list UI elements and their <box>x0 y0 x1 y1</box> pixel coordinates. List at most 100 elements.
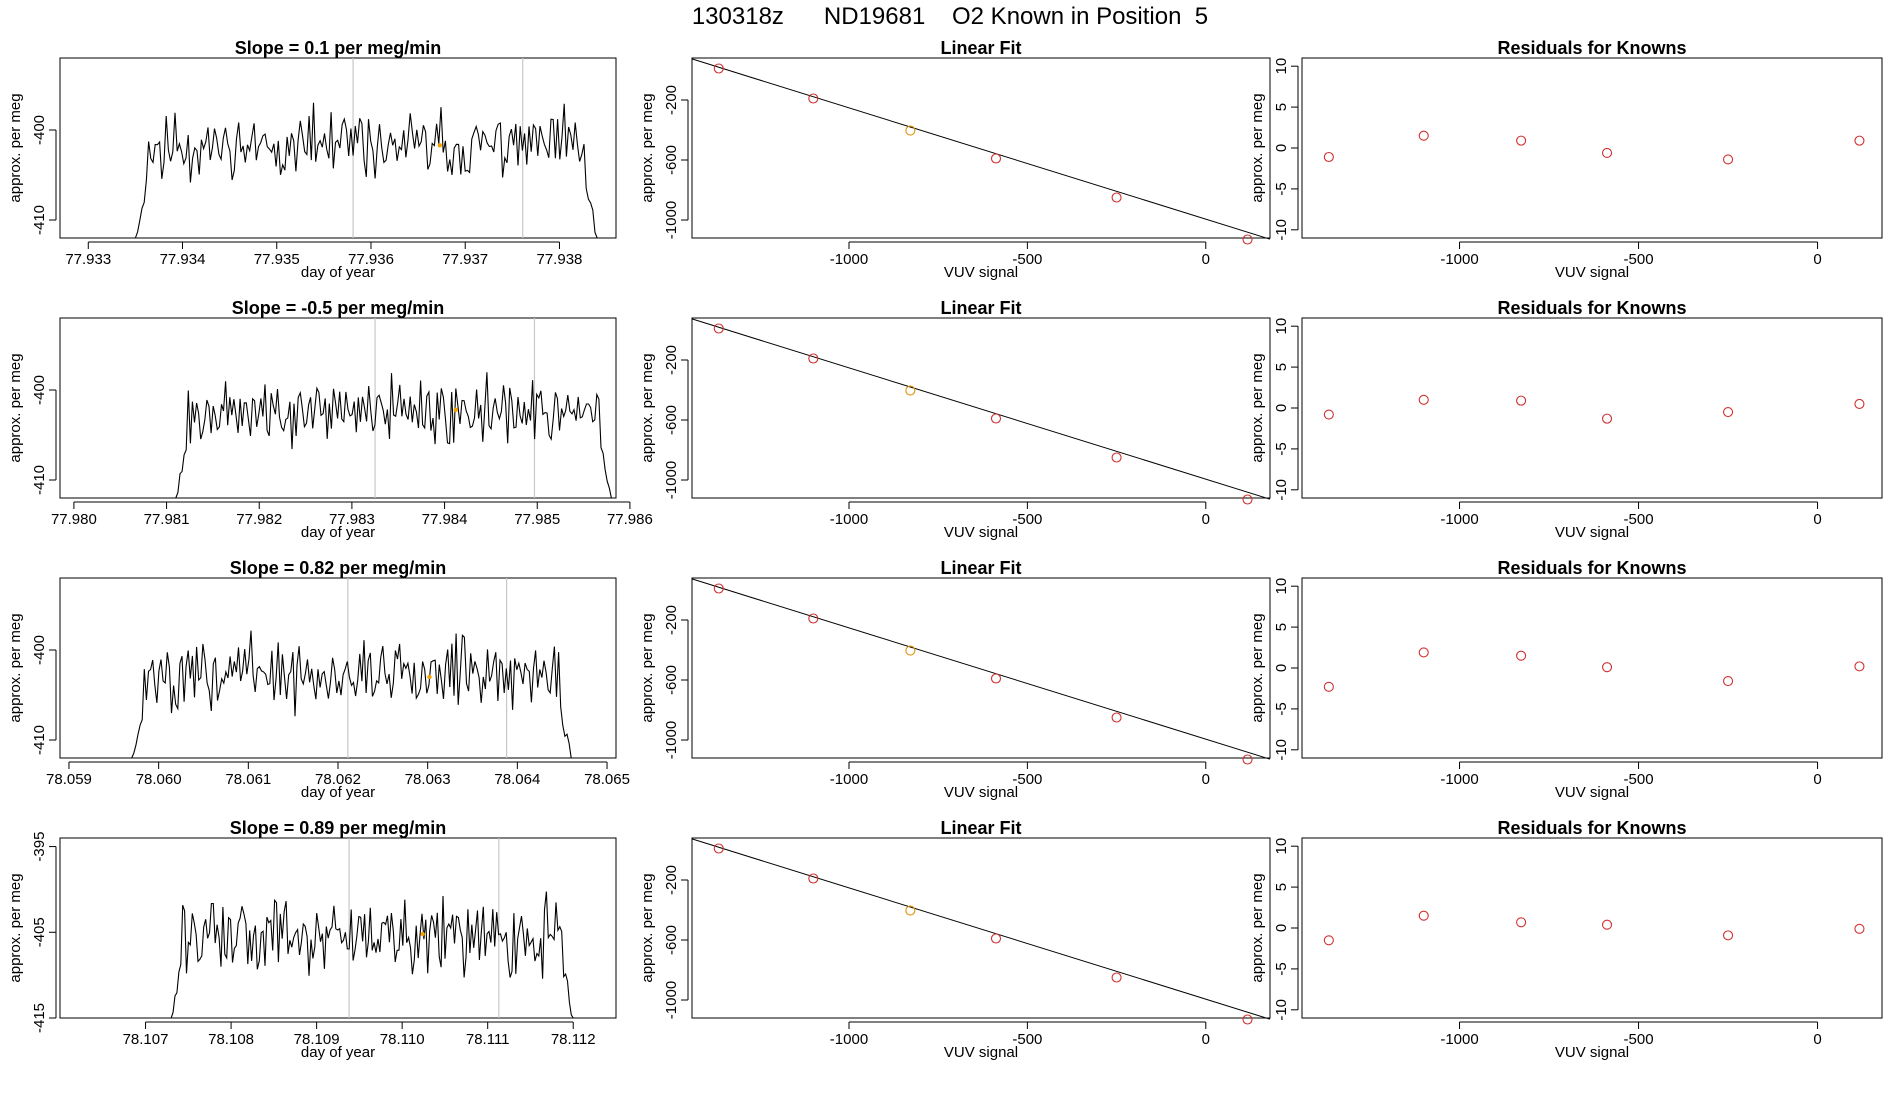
y-axis-label: approx. per meg <box>7 93 24 202</box>
data-point <box>1418 130 1429 141</box>
signal-trace <box>170 891 574 1019</box>
y-tick-label: -400 <box>31 635 48 665</box>
x-tick-label: -500 <box>1624 1031 1654 1048</box>
y-tick-label: 5 <box>1273 623 1290 631</box>
panel-2-1: Slope = -0.5 per meg/min day of year appro… <box>7 298 653 541</box>
known-marker <box>420 931 425 937</box>
x-axis-label: VUV signal <box>1555 1044 1629 1061</box>
x-tick-label: 78.107 <box>123 1031 169 1048</box>
y-axis-label: approx. per meg <box>7 873 24 982</box>
y-tick-label: -5 <box>1273 442 1290 455</box>
data-point <box>1111 972 1122 983</box>
x-axis-label: VUV signal <box>944 264 1018 281</box>
x-tick-label: 77.936 <box>348 251 394 268</box>
x-tick-label: 77.938 <box>537 251 583 268</box>
x-tick-label: 0 <box>1202 771 1210 788</box>
y-tick-label: -1000 <box>663 981 680 1019</box>
known-marker <box>437 143 442 148</box>
data-point <box>1242 234 1253 245</box>
x-axis-label: day of year <box>301 264 375 281</box>
x-tick-label: -500 <box>1624 771 1654 788</box>
data-point <box>1854 135 1865 146</box>
data-point <box>1722 676 1734 687</box>
known-data-point <box>905 905 916 916</box>
data-point <box>713 583 724 594</box>
fit-line <box>691 838 1271 1020</box>
signal-trace <box>131 630 572 759</box>
y-axis-label: approx. per meg <box>639 93 656 202</box>
data-point <box>1516 395 1527 406</box>
data-point <box>1323 681 1334 692</box>
x-tick-label: 78.061 <box>225 771 271 788</box>
data-point <box>1418 910 1429 921</box>
y-axis-label: approx. per meg <box>7 613 24 722</box>
plot-frame <box>1301 317 1883 499</box>
panel-title: Slope = 0.82 per meg/min <box>230 558 447 578</box>
y-tick-label: -5 <box>1273 182 1290 195</box>
y-tick-label: 0 <box>1273 924 1290 932</box>
data-point <box>1722 407 1734 418</box>
x-tick-label: -1000 <box>1440 1031 1478 1048</box>
x-tick-label: 77.984 <box>422 511 468 528</box>
plot-frame <box>691 57 1271 239</box>
known-marker <box>427 674 432 680</box>
data-point <box>808 353 819 364</box>
x-tick-label: 78.065 <box>584 771 630 788</box>
x-axis-label: VUV signal <box>1555 264 1629 281</box>
x-tick-label: -500 <box>1012 251 1042 268</box>
x-tick-label: 78.111 <box>466 1031 510 1048</box>
x-tick-label: -500 <box>1012 1031 1042 1048</box>
x-tick-label: -500 <box>1012 511 1042 528</box>
data-point <box>990 933 1002 944</box>
data-point <box>808 873 819 884</box>
data-point <box>1111 192 1122 203</box>
y-tick-label: -10 <box>1273 219 1290 241</box>
y-tick-label: -1000 <box>663 461 680 499</box>
y-tick-label: -405 <box>31 917 48 947</box>
y-tick-label: 5 <box>1273 103 1290 111</box>
data-point <box>1111 452 1122 463</box>
data-point <box>1601 413 1613 424</box>
data-point <box>1242 1014 1253 1025</box>
x-tick-label: 0 <box>1202 1031 1210 1048</box>
panel-title: Linear Fit <box>940 298 1021 318</box>
data-point <box>1323 409 1334 420</box>
data-point <box>990 673 1002 684</box>
panel-title: Linear Fit <box>940 818 1021 838</box>
x-tick-label: 77.986 <box>607 511 653 528</box>
panel-title: Slope = -0.5 per meg/min <box>232 298 445 318</box>
x-tick-label: 0 <box>1813 511 1821 528</box>
data-point <box>1242 494 1253 505</box>
y-tick-label: -200 <box>663 865 680 895</box>
data-point <box>1418 394 1429 405</box>
data-point <box>1854 661 1865 672</box>
y-tick-label: -415 <box>31 1003 48 1033</box>
x-tick-label: 78.064 <box>494 771 540 788</box>
y-tick-label: 10 <box>1273 578 1290 595</box>
x-axis-label: day of year <box>301 524 375 541</box>
fit-line <box>691 578 1271 760</box>
plot-frame <box>59 57 617 239</box>
y-tick-label: -600 <box>663 665 680 695</box>
y-axis-label: approx. per meg <box>1249 93 1266 202</box>
data-point <box>713 843 724 854</box>
panel-1-2: Linear Fit VUV signal approx. per meg -1000… <box>639 38 1271 281</box>
x-tick-label: 0 <box>1813 251 1821 268</box>
x-tick-label: 0 <box>1202 511 1210 528</box>
data-point <box>1242 754 1253 765</box>
y-tick-label: -5 <box>1273 962 1290 975</box>
x-tick-label: 78.063 <box>405 771 451 788</box>
x-tick-label: 78.110 <box>380 1031 425 1048</box>
panel-4-2: Linear Fit VUV signal approx. per meg -1000… <box>639 818 1271 1061</box>
x-tick-label: -1000 <box>830 1031 868 1048</box>
x-tick-label: 77.983 <box>329 511 375 528</box>
y-tick-label: -1000 <box>663 721 680 759</box>
y-tick-label: -5 <box>1273 702 1290 715</box>
x-tick-label: 0 <box>1202 251 1210 268</box>
x-axis-label: VUV signal <box>944 784 1018 801</box>
known-marker <box>453 407 458 412</box>
y-tick-label: -400 <box>31 375 48 405</box>
data-point <box>1601 147 1613 158</box>
x-tick-label: 77.935 <box>254 251 300 268</box>
